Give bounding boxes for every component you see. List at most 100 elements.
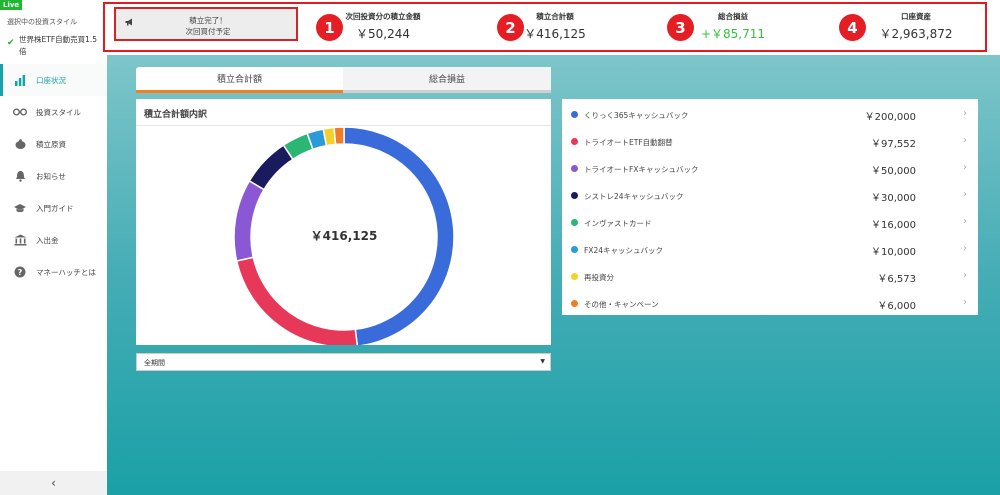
sidebar-item-label: 入門ガイド bbox=[36, 203, 74, 213]
list-item-amount: ￥16,000 bbox=[871, 220, 916, 231]
notice-title: 積立完了！ bbox=[189, 16, 227, 25]
glasses-icon bbox=[12, 104, 28, 120]
total-profit-label: 総合損益 bbox=[718, 12, 748, 21]
stat-number-badge: 2 bbox=[497, 14, 524, 41]
next-investment-label: 次回投資分の積立金額 bbox=[345, 12, 421, 21]
bank-icon bbox=[12, 232, 28, 248]
investment-style-name: 世界株ETF自動売買1.5倍 bbox=[19, 35, 98, 56]
list-item[interactable]: インヴァストカード ￥16,000 › bbox=[562, 209, 978, 236]
account-assets-label: 口座資産 bbox=[901, 12, 931, 21]
sidebar-item-label: マネーハッチとは bbox=[36, 267, 96, 277]
chevron-right-icon: › bbox=[963, 297, 967, 308]
sidebar-nav: 口座状況 投資スタイル 積立原資 お知らせ 入門ガイド bbox=[0, 64, 107, 288]
list-item-name: その他・キャンペーン bbox=[584, 300, 659, 309]
sidebar-item-about[interactable]: ? マネーハッチとは bbox=[0, 256, 107, 288]
chevron-left-icon: ‹ bbox=[51, 476, 56, 490]
legend-dot bbox=[571, 111, 578, 118]
live-badge: Live bbox=[0, 0, 23, 10]
chevron-right-icon: › bbox=[963, 162, 967, 173]
list-item-amount: ￥200,000 bbox=[864, 112, 916, 123]
sidebar-item-label: 入出金 bbox=[36, 235, 59, 245]
caret-down-icon: ▼ bbox=[540, 358, 545, 365]
bar-chart-icon bbox=[12, 72, 28, 88]
legend-dot bbox=[571, 192, 578, 199]
list-item-name: くりっく365キャッシュバック bbox=[584, 111, 689, 120]
chevron-right-icon: › bbox=[963, 270, 967, 281]
chevron-right-icon: › bbox=[963, 135, 967, 146]
list-item-name: トライオートFXキャッシュバック bbox=[584, 165, 699, 174]
legend-dot bbox=[571, 219, 578, 226]
donut-slice[interactable] bbox=[333, 126, 345, 146]
card-divider bbox=[136, 125, 551, 126]
legend-dot bbox=[571, 165, 578, 172]
donut-slice[interactable] bbox=[233, 179, 266, 262]
stat-number-badge: 1 bbox=[316, 14, 343, 41]
list-item-amount: ￥10,000 bbox=[871, 247, 916, 258]
list-item-amount: ￥6,573 bbox=[877, 274, 916, 285]
svg-text:?: ? bbox=[18, 268, 23, 277]
donut-center-total: ￥416,125 bbox=[310, 229, 378, 243]
notice-box[interactable]: 積立完了！ 次回買付予定 bbox=[114, 7, 298, 41]
list-item-name: トライオートETF自動翻替 bbox=[584, 138, 673, 147]
donut-slice[interactable] bbox=[248, 144, 294, 191]
list-item-amount: ￥50,000 bbox=[871, 166, 916, 177]
sidebar-item-account-status[interactable]: 口座状況 bbox=[0, 64, 107, 96]
list-item[interactable]: くりっく365キャッシュバック ￥200,000 › bbox=[562, 101, 978, 128]
sidebar-item-label: 口座状況 bbox=[36, 75, 66, 85]
list-item-name: インヴァストカード bbox=[584, 219, 652, 228]
breakdown-list: くりっく365キャッシュバック ￥200,000 › トライオートETF自動翻替 ￥97… bbox=[562, 99, 978, 315]
list-item[interactable]: その他・キャンペーン ￥6,000 › bbox=[562, 290, 978, 317]
donut-chart bbox=[233, 126, 455, 345]
sidebar-item-investment-style[interactable]: 投資スタイル bbox=[0, 96, 107, 128]
list-item-amount: ￥6,000 bbox=[877, 301, 916, 312]
piggy-bank-icon bbox=[12, 136, 28, 152]
chevron-right-icon: › bbox=[963, 243, 967, 254]
help-circle-icon: ? bbox=[12, 264, 28, 280]
total-accumulated-label: 積立合計額 bbox=[536, 12, 574, 21]
chevron-right-icon: › bbox=[963, 189, 967, 200]
stat-number-badge: 3 bbox=[667, 14, 694, 41]
account-assets-value: ￥2,963,872 bbox=[879, 27, 953, 41]
collapse-sidebar-button[interactable]: ‹ bbox=[0, 471, 107, 495]
legend-dot bbox=[571, 300, 578, 307]
legend-dot bbox=[571, 246, 578, 253]
tab-total-profit[interactable]: 総合損益 bbox=[343, 67, 551, 93]
donut-slice[interactable] bbox=[235, 256, 358, 345]
chevron-right-icon: › bbox=[963, 108, 967, 119]
tab-total-accumulated[interactable]: 積立合計額 bbox=[136, 67, 343, 93]
list-item[interactable]: シストレ24キャッシュバック ￥30,000 › bbox=[562, 182, 978, 209]
bell-icon bbox=[12, 168, 28, 184]
list-item[interactable]: トライオートETF自動翻替 ￥97,552 › bbox=[562, 128, 978, 155]
sidebar-item-deposit-withdrawal[interactable]: 入出金 bbox=[0, 224, 107, 256]
legend-dot bbox=[571, 138, 578, 145]
breakdown-chart-card: 積立合計額内訳 ￥416,125 bbox=[136, 99, 551, 345]
card-title: 積立合計額内訳 bbox=[144, 110, 208, 120]
sidebar-item-notifications[interactable]: お知らせ bbox=[0, 160, 107, 192]
list-item[interactable]: 再投資分 ￥6,573 › bbox=[562, 263, 978, 290]
next-investment-value: ￥50,244 bbox=[356, 27, 410, 41]
legend-dot bbox=[571, 273, 578, 280]
list-item-amount: ￥30,000 bbox=[871, 193, 916, 204]
chevron-right-icon: › bbox=[963, 216, 967, 227]
period-select[interactable]: 全期間 ▼ bbox=[136, 353, 551, 371]
list-item-name: シストレ24キャッシュバック bbox=[584, 192, 684, 201]
list-item-name: 再投資分 bbox=[584, 273, 614, 282]
sidebar-item-label: 積立原資 bbox=[36, 139, 66, 149]
notice-subtitle: 次回買付予定 bbox=[185, 27, 231, 36]
sidebar-item-guide[interactable]: 入門ガイド bbox=[0, 192, 107, 224]
list-item-amount: ￥97,552 bbox=[871, 139, 916, 150]
total-accumulated-value: ￥416,125 bbox=[524, 27, 586, 41]
sidebar-item-funding-source[interactable]: 積立原資 bbox=[0, 128, 107, 160]
sidebar: Live 選択中の投資スタイル ✔ 世界株ETF自動売買1.5倍 口座状況 投資… bbox=[0, 0, 108, 495]
list-item[interactable]: FX24キャッシュバック ￥10,000 › bbox=[562, 236, 978, 263]
megaphone-icon bbox=[125, 18, 134, 29]
list-item[interactable]: トライオートFXキャッシュバック ￥50,000 › bbox=[562, 155, 978, 182]
stat-number-badge: 4 bbox=[839, 14, 866, 41]
investment-style-caption: 選択中の投資スタイル bbox=[7, 18, 77, 26]
donut-slice[interactable] bbox=[343, 126, 455, 345]
list-item-name: FX24キャッシュバック bbox=[584, 246, 663, 255]
chart-tabs: 積立合計額 総合損益 bbox=[136, 67, 551, 93]
graduation-cap-icon bbox=[12, 200, 28, 216]
total-profit-value: +￥85,711 bbox=[700, 27, 766, 41]
period-select-value: 全期間 bbox=[144, 359, 165, 367]
